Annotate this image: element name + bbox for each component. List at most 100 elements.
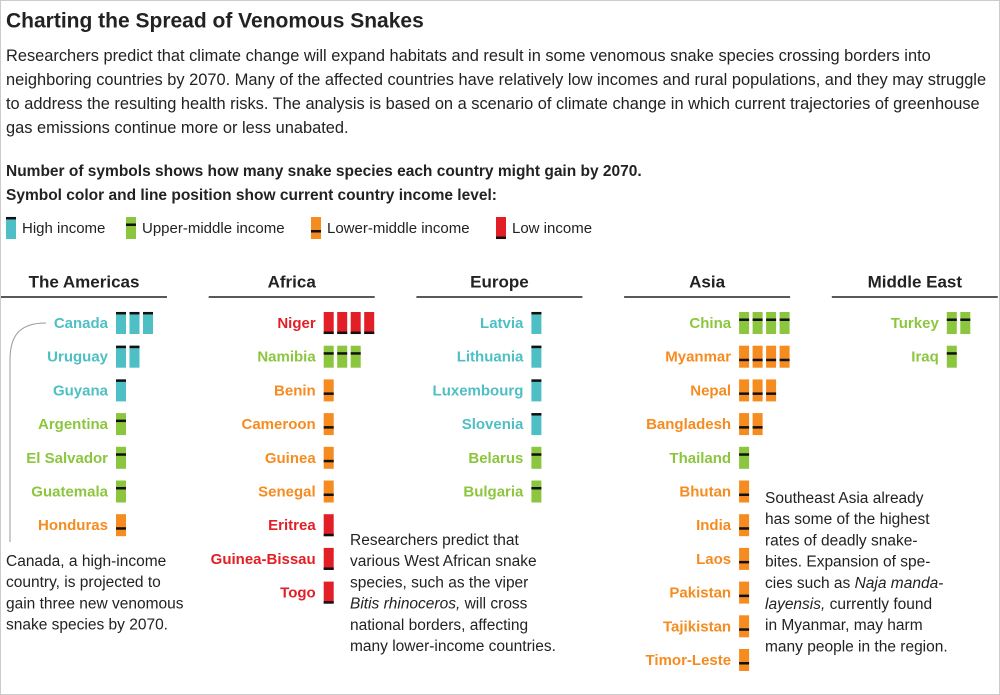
symbol-body	[739, 446, 750, 469]
legend-item: Upper-middle income	[126, 217, 285, 239]
symbol-body	[739, 413, 750, 436]
symbol-group	[323, 446, 334, 469]
legend-heading: Number of symbols shows how many snake s…	[6, 163, 642, 180]
symbol-group	[116, 345, 140, 368]
annotation-line: layensis, currently found	[765, 596, 932, 613]
annotation-text: national borders, affecting	[350, 617, 528, 634]
symbol-group	[116, 379, 126, 402]
symbol-group	[116, 413, 126, 436]
annotation-line: in Myanmar, may harm	[765, 617, 923, 634]
symbol-group	[531, 413, 542, 436]
symbol-body	[766, 312, 777, 334]
symbol-group	[531, 311, 542, 334]
legend-heading: Symbol color and line position show curr…	[6, 187, 497, 204]
region-header: Asia	[689, 272, 725, 291]
symbol-body	[766, 345, 777, 368]
connector	[9, 322, 47, 542]
country-label: Laos	[696, 551, 731, 568]
symbol-body	[323, 514, 334, 537]
annotation-text: Bitis rhinoceros,	[350, 596, 460, 613]
legend-item: Lower-middle income	[311, 217, 470, 239]
symbol-body	[779, 312, 790, 334]
symbol-body	[960, 312, 971, 334]
country-label: Timor-Leste	[646, 652, 732, 669]
annotation-line: has some of the highest	[765, 511, 930, 528]
annotation-line: species, such as the viper	[350, 574, 528, 591]
annotation-text: country, is projected to	[6, 574, 161, 591]
annotation-text: gain three new venomous	[6, 595, 184, 612]
annotation-text: Researchers predict that	[350, 532, 520, 549]
symbol-group	[323, 379, 334, 402]
symbol-body	[739, 649, 750, 671]
annotation-line: cies such as Naja manda-	[765, 575, 943, 592]
country-label: Senegal	[258, 483, 316, 500]
symbol-group	[323, 547, 334, 570]
country-label: Argentina	[38, 416, 109, 433]
annotation-text: Southeast Asia already	[765, 490, 924, 507]
symbol-body	[752, 413, 763, 436]
symbol-body	[126, 217, 136, 239]
symbol-body	[531, 345, 542, 368]
symbol-body	[496, 217, 506, 239]
annotation-line: Canada, a high-income	[6, 553, 166, 570]
country-label: Guatemala	[31, 483, 108, 500]
annotation-line: Southeast Asia already	[765, 490, 924, 507]
country-label: Iraq	[911, 349, 939, 366]
symbol-group	[739, 379, 777, 402]
symbol-group	[323, 581, 334, 604]
symbol-group	[739, 446, 750, 469]
country-label: Canada	[54, 315, 109, 332]
country-label: China	[689, 315, 731, 332]
symbol-body	[116, 379, 126, 402]
annotation-text: will cross	[460, 596, 527, 613]
symbol-group	[116, 480, 126, 503]
country-label: Bangladesh	[646, 416, 731, 433]
symbol-group	[116, 446, 126, 469]
symbol-group	[531, 446, 542, 469]
symbol-group	[739, 514, 750, 537]
symbol-body	[752, 312, 763, 334]
symbol-body	[364, 312, 375, 334]
symbol-group	[323, 312, 375, 335]
symbol-body	[739, 514, 750, 537]
country-label: Myanmar	[665, 349, 731, 366]
country-label: Cameroon	[242, 416, 316, 433]
legend-item: High income	[6, 216, 105, 239]
symbol-body	[337, 345, 348, 368]
symbol-body	[752, 379, 763, 402]
region-header: Europe	[470, 272, 529, 291]
symbol-body	[739, 312, 750, 334]
symbol-group	[323, 480, 334, 503]
symbol-body	[739, 615, 750, 638]
annotation-line: gain three new venomous	[6, 595, 184, 612]
symbol-group	[531, 379, 542, 402]
country-label: Bulgaria	[463, 483, 524, 500]
country-label: Luxembourg	[433, 382, 524, 399]
annotation-text: bites. Expansion of spe-	[765, 554, 930, 571]
annotation-text: species, such as the viper	[350, 574, 528, 591]
symbol-group	[323, 345, 361, 368]
symbol-group	[116, 311, 153, 334]
annotation-line: bites. Expansion of spe-	[765, 554, 930, 571]
annotation-text: has some of the highest	[765, 511, 930, 528]
country-label: Pakistan	[669, 585, 731, 602]
symbol-group	[531, 345, 542, 368]
country-label: Guinea	[265, 450, 317, 467]
country-label: Slovenia	[462, 416, 524, 433]
symbol-group	[739, 581, 750, 604]
symbol-body	[739, 379, 750, 402]
symbol-body	[323, 581, 334, 604]
symbol-body	[739, 547, 750, 570]
legend-item: Low income	[496, 217, 592, 240]
symbol-body	[531, 446, 542, 469]
symbol-body	[323, 413, 334, 436]
symbol-group	[739, 312, 790, 334]
annotation-line: national borders, affecting	[350, 617, 528, 634]
annotation-text: Canada, a high-income	[6, 553, 166, 570]
symbol-body	[766, 379, 777, 402]
country-label: Guyana	[53, 382, 109, 399]
country-label: Thailand	[669, 450, 731, 467]
symbol-group	[739, 345, 790, 368]
symbol-body	[531, 480, 542, 503]
